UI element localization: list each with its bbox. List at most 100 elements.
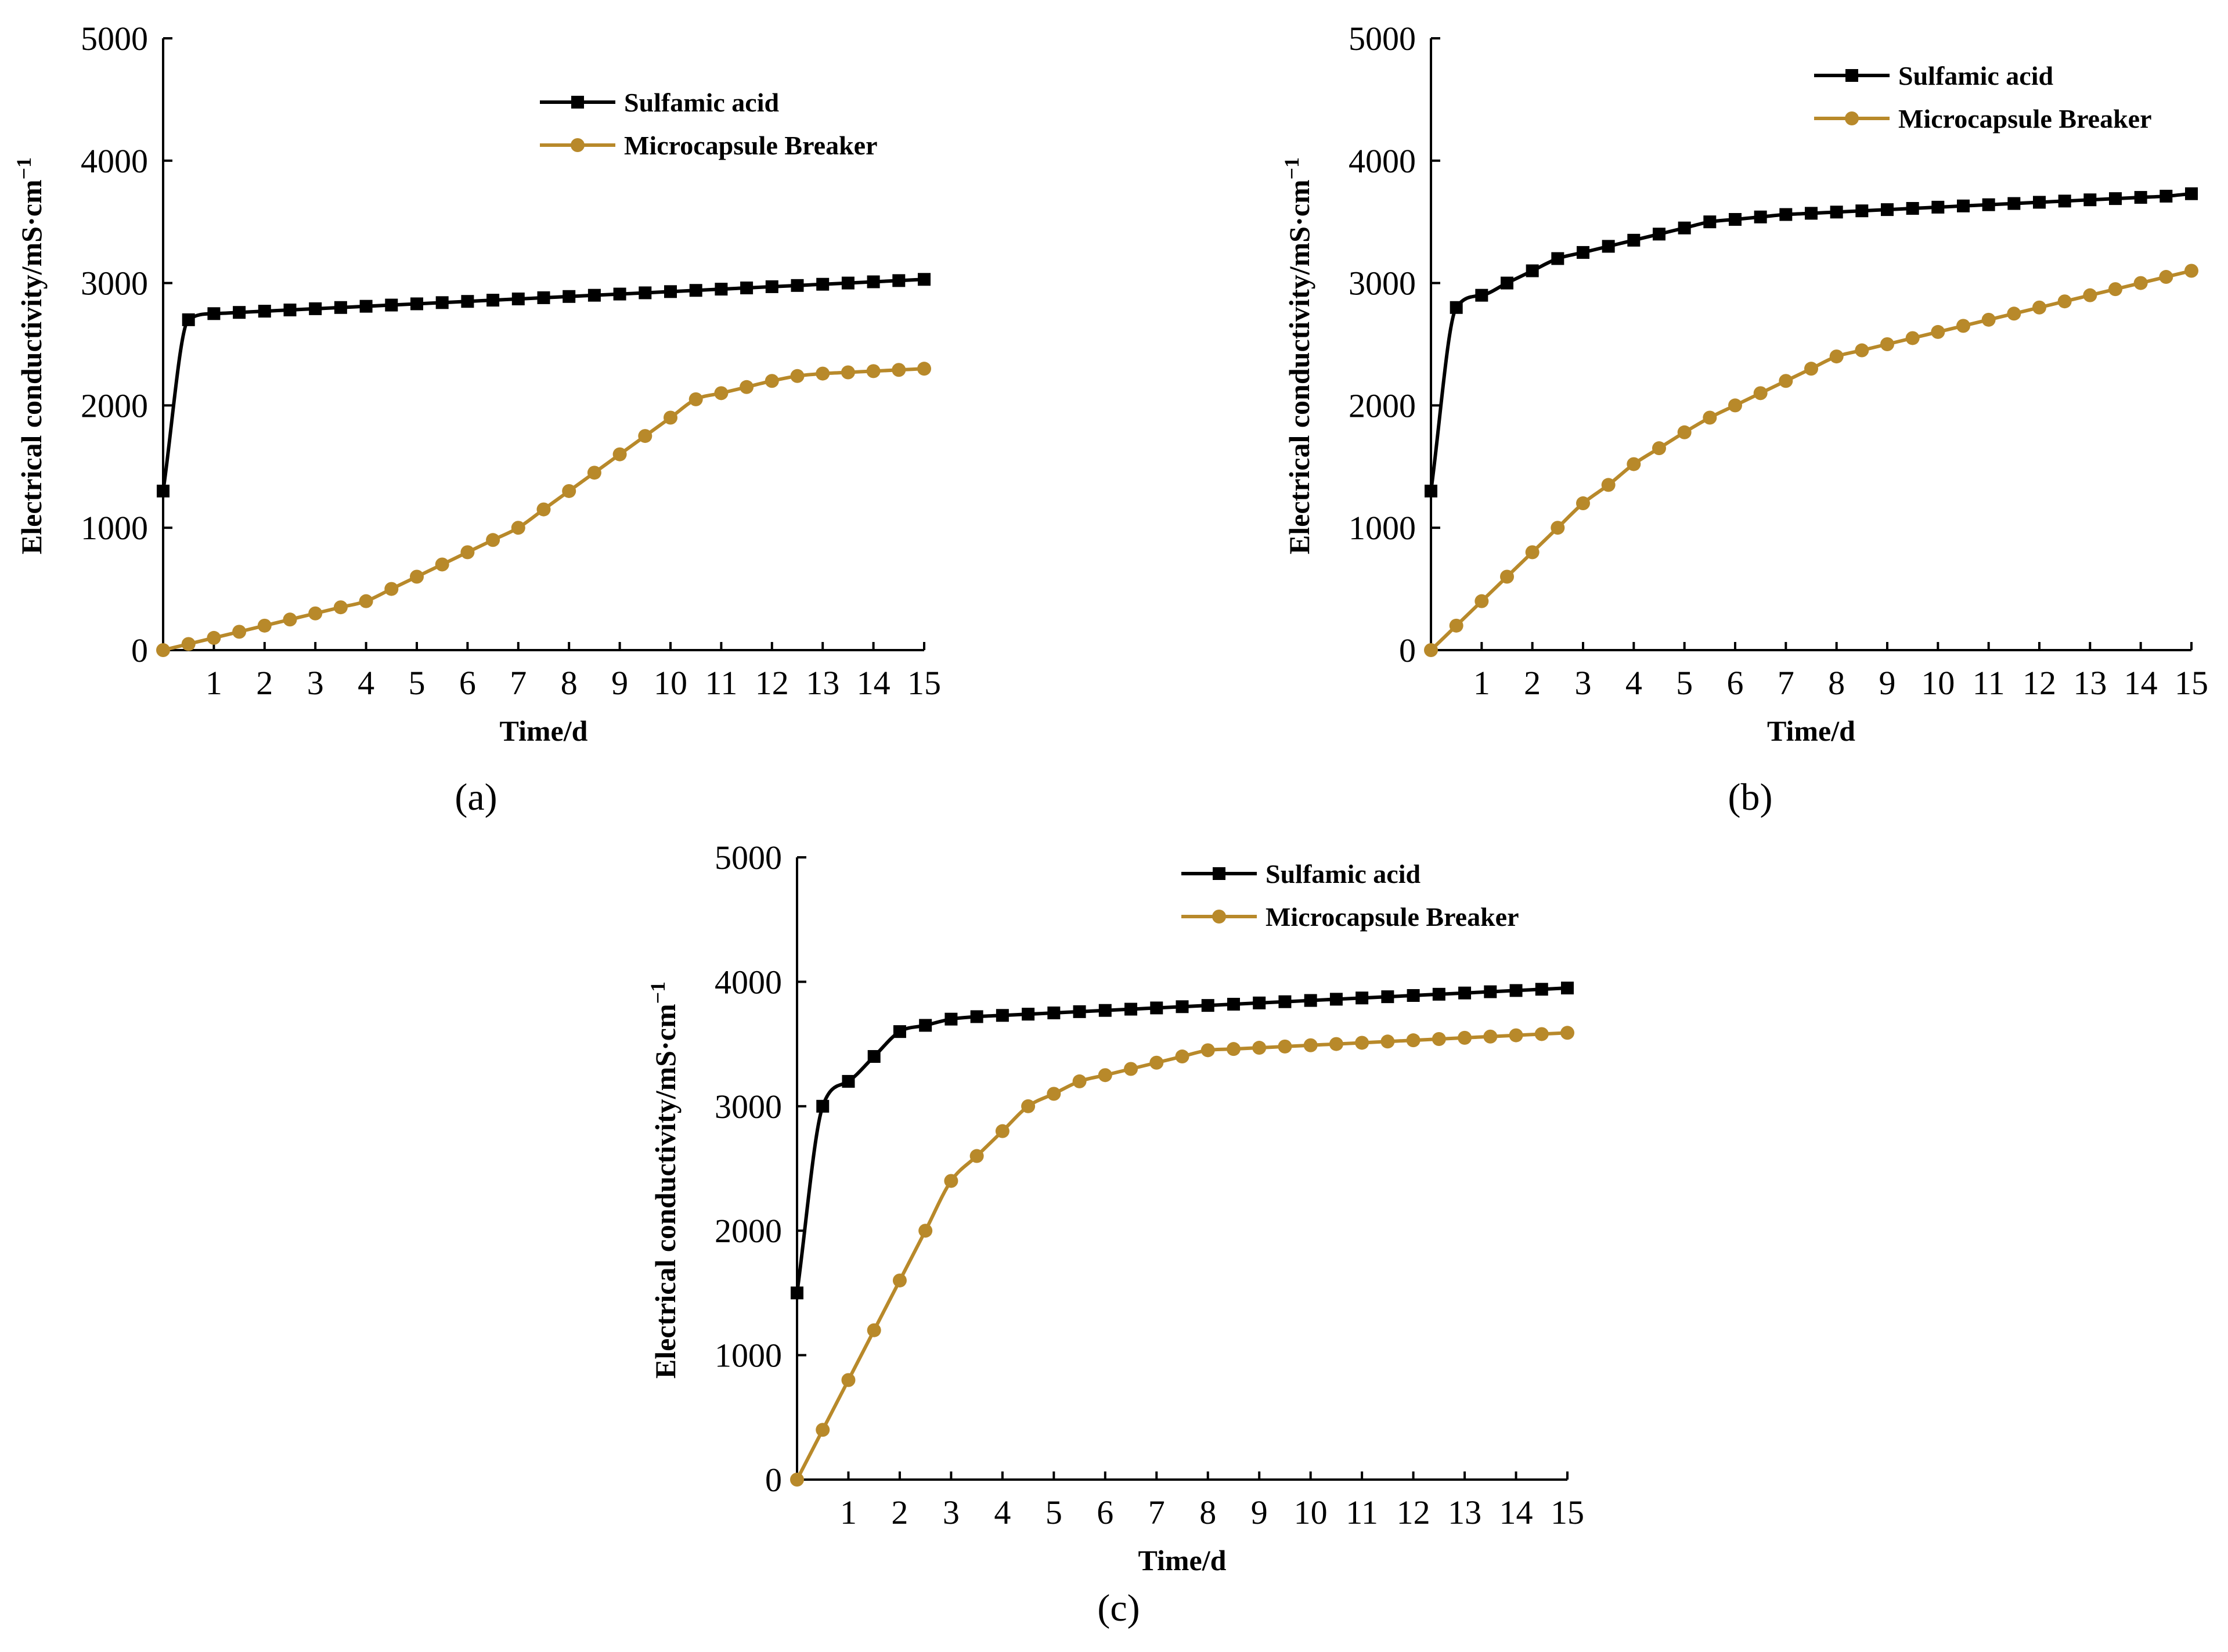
legend-label: Microcapsule Breaker <box>1898 104 2151 134</box>
data-point-circle <box>1200 1043 1215 1058</box>
data-point-square <box>1150 1001 1163 1015</box>
data-point-circle <box>460 545 475 560</box>
y-axis-title-superscript: −1 <box>1280 157 1303 180</box>
x-tick-label: 4 <box>358 664 374 702</box>
data-point-square <box>1407 989 1420 1002</box>
data-point-circle <box>308 606 323 621</box>
series-line <box>795 986 1568 1293</box>
data-point-circle <box>1880 337 1894 351</box>
x-tick-label: 11 <box>1346 1494 1378 1531</box>
data-point-square <box>1124 1002 1138 1016</box>
x-tick-label: 3 <box>1575 664 1592 702</box>
x-tick-label: 7 <box>510 664 527 702</box>
y-axis-title: Electrical conductivity/mS·cm−1 <box>1280 157 1315 554</box>
data-point-square <box>2109 192 2122 205</box>
data-point-circle <box>1483 1029 1498 1044</box>
data-point-square <box>867 1050 881 1063</box>
data-point-circle <box>790 369 805 383</box>
data-point-square <box>1355 991 1369 1005</box>
data-point-square <box>664 285 677 298</box>
data-point-circle <box>790 1473 804 1487</box>
y-tick-label: 5000 <box>1349 20 1416 57</box>
x-axis-title: Time/d <box>500 715 588 747</box>
y-axis-title-superscript: −1 <box>646 982 669 1004</box>
data-point-square <box>1475 288 1488 302</box>
y-tick-label: 5000 <box>715 839 782 877</box>
y-axis-title-text: Electrical conductivity/mS·cm <box>15 179 48 554</box>
data-point-square <box>157 484 170 497</box>
data-point-square <box>511 293 525 306</box>
y-axis-title: Electrical conductivity/mS·cm−1 <box>12 157 48 554</box>
data-point-square <box>461 295 474 308</box>
data-point-square <box>1022 1008 1035 1021</box>
x-tick-label: 8 <box>1199 1494 1216 1531</box>
legend-marker-circle <box>571 138 585 152</box>
data-point-circle <box>2083 288 2097 302</box>
data-point-circle <box>1175 1049 1189 1064</box>
data-point-circle <box>1252 1041 1267 1055</box>
data-point-circle <box>892 363 906 377</box>
data-point-circle <box>1525 545 1540 560</box>
y-tick-label: 4000 <box>81 142 148 180</box>
x-tick-label: 11 <box>705 664 737 702</box>
y-tick-label: 4000 <box>715 963 782 1001</box>
data-point-circle <box>333 600 348 615</box>
x-tick-label: 14 <box>1499 1494 1533 1531</box>
data-point-square <box>791 1286 803 1300</box>
data-point-circle <box>867 1323 881 1337</box>
y-axis-title-text: Electrical conductivity/mS·cm <box>1283 179 1315 554</box>
data-point-circle <box>1981 312 1996 327</box>
data-point-square <box>2007 197 2021 210</box>
data-point-circle <box>359 594 373 608</box>
data-point-square <box>1551 252 1564 265</box>
x-tick-label: 2 <box>1524 664 1541 702</box>
legend-entry: Sulfamic acid <box>540 88 779 117</box>
x-tick-label: 12 <box>2022 664 2056 702</box>
data-point-square <box>359 300 373 313</box>
x-tick-label: 6 <box>1727 664 1744 702</box>
data-point-circle <box>1652 441 1666 456</box>
panel-label: (b) <box>1728 776 1773 818</box>
data-point-circle <box>1677 425 1692 439</box>
data-point-circle <box>688 392 703 406</box>
x-tick-label: 10 <box>654 664 687 702</box>
data-point-circle <box>1500 569 1514 584</box>
x-tick-label: 12 <box>1397 1494 1430 1531</box>
series-line <box>1429 269 2192 652</box>
data-point-circle <box>816 1423 830 1437</box>
x-tick-label: 13 <box>2073 664 2107 702</box>
data-point-square <box>1535 983 1548 996</box>
y-tick-label: 3000 <box>81 265 148 302</box>
data-point-circle <box>384 582 399 596</box>
data-point-circle <box>1779 374 1793 388</box>
data-point-square <box>1881 203 1894 217</box>
data-point-square <box>385 298 398 312</box>
data-point-square <box>1931 200 1945 214</box>
x-tick-label: 1 <box>840 1494 857 1531</box>
data-point-square <box>1561 982 1574 995</box>
data-point-circle <box>1560 1026 1574 1040</box>
data-point-square <box>283 303 297 316</box>
data-point-circle <box>435 557 449 572</box>
data-point-square <box>1577 246 1589 259</box>
data-point-circle <box>1149 1055 1164 1070</box>
data-point-circle <box>486 533 500 547</box>
x-tick-label: 5 <box>409 664 426 702</box>
data-point-square <box>1678 221 1691 235</box>
data-point-square <box>1304 994 1317 1007</box>
data-point-square <box>1458 986 1472 1000</box>
y-tick-label: 1000 <box>715 1337 782 1375</box>
data-point-circle <box>1829 349 1844 364</box>
data-point-circle <box>740 380 754 394</box>
y-tick-label: 1000 <box>1349 509 1416 547</box>
data-point-circle <box>841 1373 856 1387</box>
data-point-circle <box>1226 1042 1241 1056</box>
data-point-square <box>1073 1005 1086 1018</box>
x-tick-label: 5 <box>1676 664 1693 702</box>
data-point-square <box>1176 1000 1189 1013</box>
data-point-square <box>1627 233 1641 247</box>
y-tick-label: 3000 <box>1349 265 1416 302</box>
data-point-square <box>2185 187 2198 200</box>
